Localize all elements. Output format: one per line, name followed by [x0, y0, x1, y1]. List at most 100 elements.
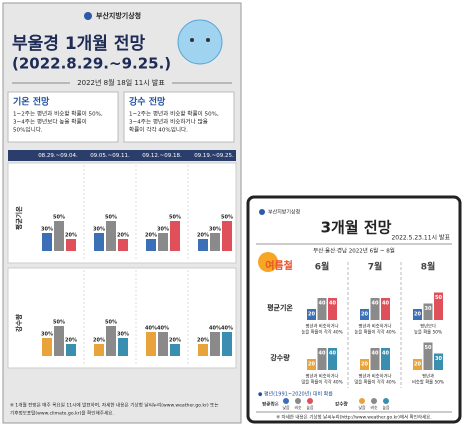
- probability-label: 50%: [105, 215, 117, 221]
- caption: 비슷할 확률 50%: [412, 379, 444, 386]
- summary-text: 1~2주는 평년과 비슷할 확률이 50%,: [13, 110, 103, 118]
- legend-item: 높음: [383, 405, 390, 410]
- probability-label: 30%: [117, 332, 129, 338]
- probability-bar: [222, 221, 232, 251]
- legend-item: 비슷: [295, 405, 302, 410]
- probability-value: 20: [414, 312, 421, 318]
- probability-bar: [423, 303, 433, 320]
- probability-label: 40%: [157, 326, 169, 332]
- footnote: ※ 1개월 전망은 매주 목요일 11시에 발표하며, 자세한 내용은 기상청 …: [10, 402, 219, 409]
- probability-value: 40: [329, 351, 336, 357]
- probability-bar: [94, 233, 104, 251]
- probability-label: 30%: [209, 227, 221, 233]
- probability-label: 50%: [105, 320, 117, 326]
- week-label: 09.19.~09.25.: [194, 153, 234, 159]
- probability-bar: [381, 298, 390, 320]
- right-panel: [246, 195, 462, 424]
- period: (2022.8.29.~9.25.): [12, 55, 171, 73]
- summary-text: 1~2주는 평년과 비슷할 확률이 50%,: [129, 110, 219, 118]
- caption: 평년과: [422, 373, 434, 380]
- probability-value: 50: [435, 295, 442, 301]
- probability-value: 20: [414, 362, 421, 368]
- footer: ※ 자세한 내용은 기상청 날씨누리(http://www.weather.go…: [276, 414, 431, 421]
- summary-text: 3~4주는 평년과 비슷하거나 많을: [129, 118, 208, 126]
- probability-value: 20: [308, 362, 315, 368]
- probability-label: 20%: [145, 233, 157, 239]
- caption: 높을 확률이 각각 40%: [354, 329, 395, 336]
- probability-bar: [54, 221, 64, 251]
- caption: 높을 확률이 각각 40%: [301, 329, 342, 336]
- probability-label: 20%: [93, 338, 105, 344]
- probability-bar: [317, 348, 327, 370]
- probability-value: 20: [308, 312, 315, 318]
- probability-label: 40%: [145, 326, 157, 332]
- issued: 2022.5.23.11시 발표: [391, 234, 450, 242]
- probability-label: 30%: [93, 227, 105, 233]
- summary-box: [123, 91, 235, 143]
- probability-value: 40: [319, 301, 326, 307]
- season: 여름철: [265, 259, 293, 272]
- probability-bar: [434, 292, 443, 320]
- legend-item: 낮음: [359, 405, 366, 410]
- legend-swatch: [371, 398, 377, 404]
- probability-bar: [42, 338, 52, 356]
- probability-bar: [118, 338, 128, 356]
- probability-value: 30: [425, 306, 432, 312]
- probability-bar: [146, 332, 156, 356]
- probability-label: 20%: [117, 233, 129, 239]
- probability-value: 30: [435, 356, 442, 362]
- caption: 평년과 비슷하거나: [359, 373, 392, 380]
- legend-row: 강수량: [335, 401, 348, 408]
- probability-bar: [66, 239, 76, 251]
- probability-bar: [210, 233, 220, 251]
- probability-bar: [198, 344, 208, 356]
- caption: 높을 확률 50%: [414, 329, 442, 336]
- legend-title: ● 평년(1991~2020년) 대비 확률: [258, 391, 333, 398]
- legend-row: 강수량: [335, 401, 348, 408]
- probability-bar: [170, 221, 180, 251]
- probability-label: 50%: [53, 215, 65, 221]
- caption: 평년과 비슷하거나: [359, 323, 392, 330]
- week-label: 09.12.~09.18.: [142, 153, 182, 159]
- probability-bar: [54, 326, 64, 356]
- legend-swatch: [283, 398, 289, 404]
- legend-row: 평균기온: [262, 401, 279, 408]
- probability-bar: [66, 344, 76, 356]
- probability-bar: [307, 309, 316, 320]
- legend-swatch: [383, 398, 389, 404]
- probability-bar: [317, 298, 327, 320]
- probability-bar: [42, 233, 52, 251]
- probability-value: 20: [361, 312, 368, 318]
- probability-value: 40: [372, 351, 379, 357]
- probability-bar: [370, 348, 380, 370]
- issued: 2022년 8월 18일 11시 발표: [77, 78, 165, 87]
- agency: 부산지방기상청: [268, 209, 300, 216]
- probability-bar: [434, 353, 443, 370]
- caption: 많을 확률이 각각 40%: [354, 379, 395, 386]
- probability-label: 40%: [221, 326, 233, 332]
- probability-label: 20%: [197, 338, 209, 344]
- probability-bar: [198, 239, 208, 251]
- summary-text: 확률이 각각 40%입니다.: [129, 126, 188, 134]
- row-label: 평균기온: [14, 206, 23, 230]
- probability-bar: [381, 348, 390, 370]
- logo: [259, 209, 265, 215]
- caption: 평년과 비슷하거나: [306, 373, 339, 380]
- region: 부산·울산·경남 2022년 6월 ~ 8월: [313, 247, 395, 255]
- probability-value: 50: [425, 345, 432, 351]
- month-label: 8월: [421, 261, 436, 273]
- probability-bar: [328, 298, 337, 320]
- probability-value: 20: [361, 362, 368, 368]
- caption: 많을 확률이 각각 40%: [301, 379, 342, 386]
- probability-value: 40: [382, 301, 389, 307]
- caption: 평년과 비슷하거나: [306, 323, 339, 330]
- footnote: 기후정보포털(www.climate.go.kr)을 확인해주세요.: [10, 410, 114, 417]
- probability-bar: [210, 332, 220, 356]
- probability-bar: [307, 359, 316, 370]
- probability-label: 20%: [197, 233, 209, 239]
- probability-bar: [370, 298, 380, 320]
- probability-bar: [106, 326, 116, 356]
- probability-bar: [413, 309, 422, 320]
- probability-bar: [118, 239, 128, 251]
- probability-bar: [222, 332, 232, 356]
